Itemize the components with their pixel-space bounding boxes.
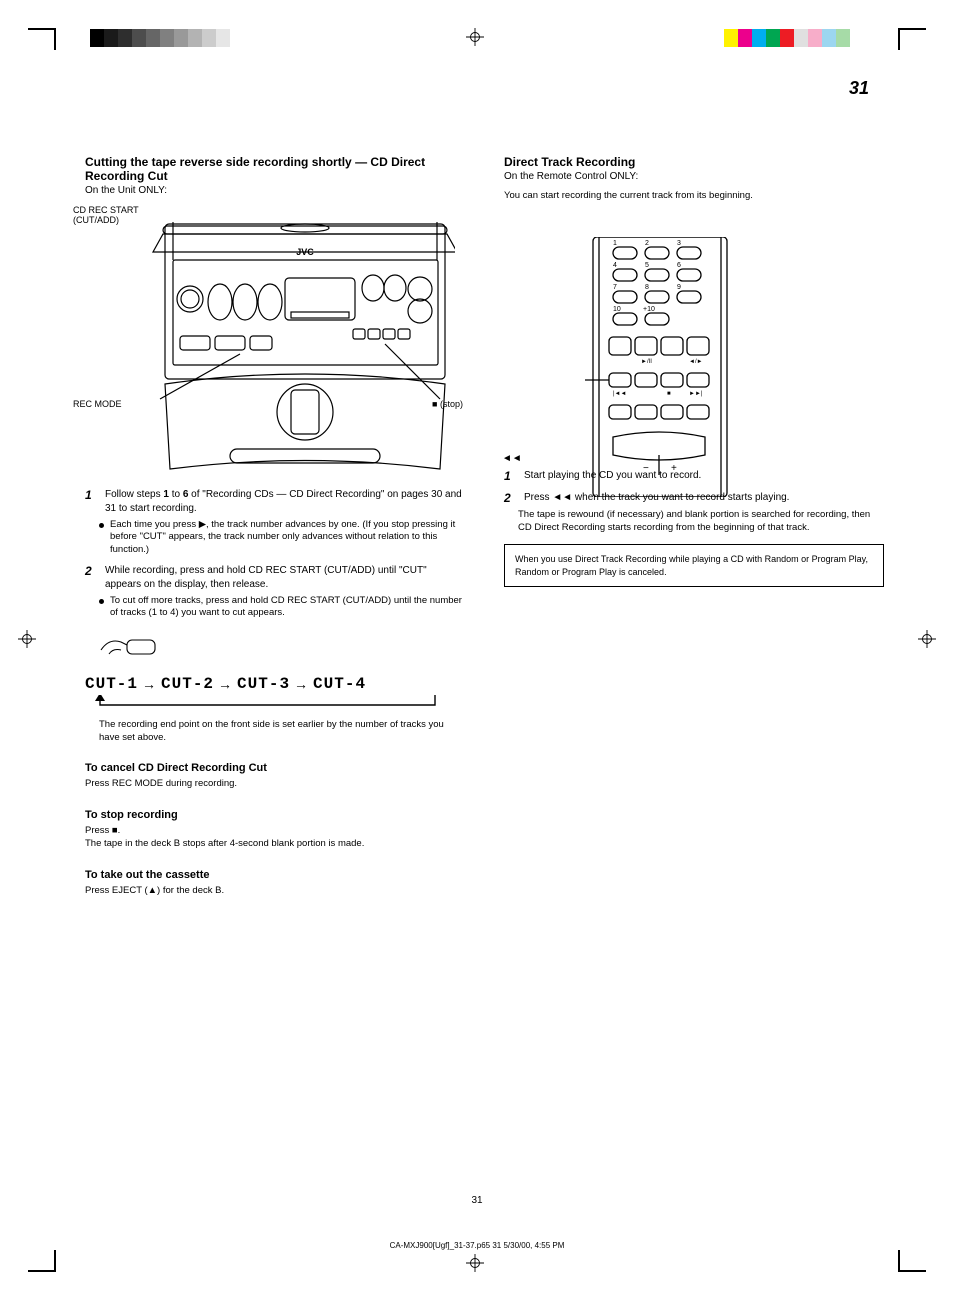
diagram-callout-rec: CD REC START (CUT/ADD) xyxy=(73,206,183,226)
cut-item: CUT-2 xyxy=(161,675,214,693)
step-2: 2 While recording, press and hold CD REC… xyxy=(85,564,465,591)
bullet-icon xyxy=(99,523,104,528)
crop-mark xyxy=(898,1250,900,1272)
crop-mark xyxy=(28,1270,54,1272)
stop-recording-title: To stop recording xyxy=(85,809,465,821)
step-number: 1 xyxy=(85,488,99,502)
cancel-cut-title: To cancel CD Direct Recording Cut xyxy=(85,762,465,774)
footer-page-number: 31 xyxy=(0,1195,954,1206)
finger-press-icon xyxy=(99,630,159,665)
arrow-right-icon: → xyxy=(294,676,309,692)
step-number: 2 xyxy=(85,564,99,578)
registration-mark-icon xyxy=(918,630,936,648)
diagram-callout-recmode: REC MODE xyxy=(73,400,163,410)
note-box: When you use Direct Track Recording whil… xyxy=(504,544,884,586)
bullet-text: To cut off more tracks, press and hold C… xyxy=(110,595,465,620)
crop-mark xyxy=(898,28,900,50)
arrow-right-icon: → xyxy=(218,676,233,692)
crop-mark xyxy=(28,28,54,30)
page-content: 31 Cutting the tape reverse side recordi… xyxy=(60,60,894,1240)
right-section-subtitle: On the Remote Control ONLY: xyxy=(504,171,884,182)
page-number: 31 xyxy=(849,78,869,99)
bullet-item: To cut off more tracks, press and hold C… xyxy=(99,595,465,620)
step-body: Press ◄◄ when the track you want to reco… xyxy=(524,491,789,505)
cut-item: CUT-4 xyxy=(313,675,366,693)
left-section-subtitle: On the Unit ONLY: xyxy=(85,185,465,196)
step-body: Follow steps 1 to 6 of "Recording CDs — … xyxy=(105,488,465,515)
diagram-callout-stop: ■ (stop) xyxy=(403,400,463,410)
left-section-title: Cutting the tape reverse side recording … xyxy=(85,155,465,183)
take-out-cassette-title: To take out the cassette xyxy=(85,869,465,881)
registration-mark-icon xyxy=(466,28,484,46)
crop-mark xyxy=(900,28,926,30)
step-2-right: 2 Press ◄◄ when the track you want to re… xyxy=(504,491,884,505)
loop-arrow-icon xyxy=(85,695,465,713)
main-unit-diagram: JVC xyxy=(85,204,455,474)
arrow-right-icon: → xyxy=(142,676,157,692)
stop-recording-body: Press ■. The tape in the deck B stops af… xyxy=(85,825,465,851)
step-number: 1 xyxy=(504,469,518,483)
crop-mark xyxy=(54,1250,56,1272)
registration-mark-icon xyxy=(466,1254,484,1272)
step-1-right: 1 Start playing the CD you want to recor… xyxy=(504,469,884,483)
step-body: Start playing the CD you want to record. xyxy=(524,469,701,483)
left-column: Cutting the tape reverse side recording … xyxy=(85,155,465,898)
color-calibration-bar xyxy=(724,29,864,47)
right-column: Direct Track Recording On the Remote Con… xyxy=(504,155,884,587)
bullet-item: Each time you press ▶, the track number … xyxy=(99,519,465,556)
bullet-icon xyxy=(99,599,104,604)
cut-sequence-display: CUT-1 → CUT-2 → CUT-3 → CUT-4 xyxy=(85,675,465,693)
footer-text: CA-MXJ900[Ugf]_31-37.p65 31 5/30/00, 4:5… xyxy=(60,1241,894,1250)
step-1: 1 Follow steps 1 to 6 of "Recording CDs … xyxy=(85,488,465,515)
cut-item: CUT-1 xyxy=(85,675,138,693)
svg-text:JVC: JVC xyxy=(296,247,314,257)
right-section-title: Direct Track Recording xyxy=(504,155,884,169)
crop-mark xyxy=(54,28,56,50)
after-step-text: The tape is rewound (if necessary) and b… xyxy=(518,509,884,535)
cut-item: CUT-3 xyxy=(237,675,290,693)
remote-callout-rewind: ◄◄ xyxy=(502,453,542,464)
after-sequence-text: The recording end point on the front sid… xyxy=(99,719,465,745)
step-number: 2 xyxy=(504,491,518,505)
crop-mark xyxy=(900,1270,926,1272)
step-body: While recording, press and hold CD REC S… xyxy=(105,564,465,591)
right-intro-text: You can start recording the current trac… xyxy=(504,190,884,203)
cancel-cut-body: Press REC MODE during recording. xyxy=(85,778,465,791)
bullet-text: Each time you press ▶, the track number … xyxy=(110,519,465,556)
take-out-cassette-body: Press EJECT (▲) for the deck B. xyxy=(85,885,465,898)
registration-mark-icon xyxy=(18,630,36,648)
grayscale-calibration-bar xyxy=(90,29,230,47)
